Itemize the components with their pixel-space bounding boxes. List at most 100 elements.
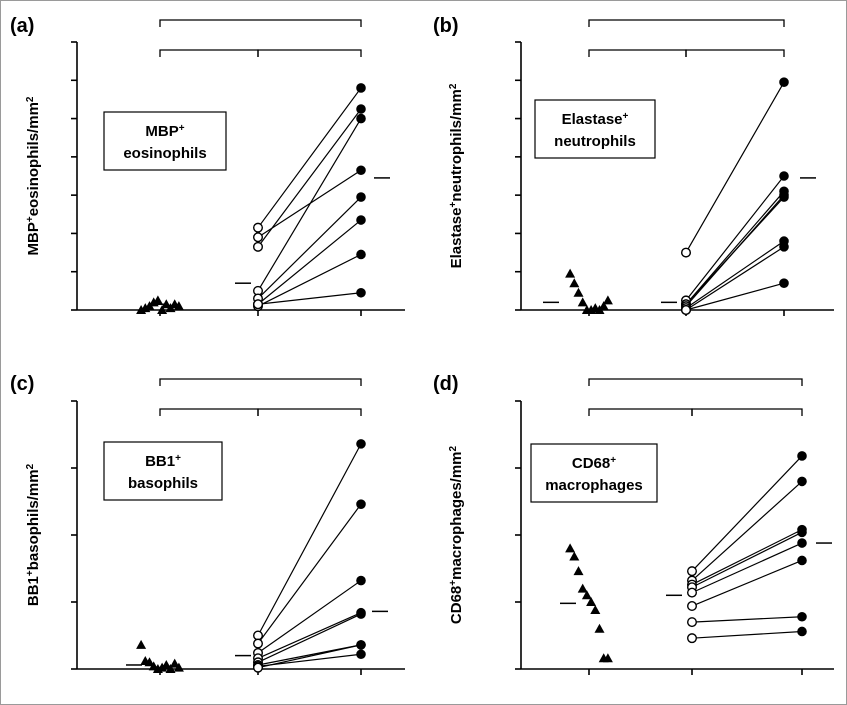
lesional-point bbox=[797, 538, 807, 548]
cell-type-label: eosinophils bbox=[123, 145, 206, 162]
significance-bracket bbox=[588, 19, 785, 27]
lesional-point bbox=[356, 575, 366, 586]
lesional-point bbox=[779, 190, 789, 200]
control-point bbox=[577, 297, 588, 307]
pair-line bbox=[685, 282, 785, 311]
cell-type-text: Elastase bbox=[562, 111, 623, 128]
significance-bracket bbox=[159, 49, 259, 57]
pair-line bbox=[685, 190, 785, 305]
pair-line bbox=[691, 455, 803, 572]
cell-type-box bbox=[534, 99, 656, 159]
panel-label: (b) bbox=[433, 15, 459, 37]
pair-line bbox=[685, 81, 785, 253]
lesional-point bbox=[356, 215, 366, 225]
control-point bbox=[144, 657, 155, 667]
y-axis-label-part: eosinophils/mm bbox=[25, 102, 42, 216]
cell-type-label: neutrophils bbox=[554, 133, 636, 150]
significance-bracket bbox=[588, 408, 693, 416]
nonlesional-point bbox=[252, 630, 263, 641]
lesional-point bbox=[356, 499, 366, 509]
significance-bracket bbox=[159, 19, 362, 27]
y-axis-label-part: basophils/mm bbox=[25, 469, 42, 570]
control-point bbox=[157, 305, 168, 314]
significance-bracket bbox=[588, 378, 803, 386]
significance-bracket bbox=[159, 408, 259, 416]
y-axis-label-part: 2 bbox=[448, 83, 459, 89]
lesional-point bbox=[797, 626, 807, 637]
cell-type-text: basophils bbox=[128, 475, 198, 492]
cell-type-text: macrophages bbox=[545, 477, 643, 494]
y-axis-label-part: CD68 bbox=[448, 586, 465, 624]
cell-type-label: BB1+ bbox=[145, 453, 181, 471]
lesional-point bbox=[356, 249, 366, 260]
lesional-point bbox=[779, 77, 789, 87]
pair-line bbox=[257, 253, 362, 307]
control-point bbox=[569, 278, 580, 288]
control-point bbox=[173, 301, 184, 311]
control-point bbox=[169, 658, 180, 668]
y-axis-label: Elastase+neutrophils/mm2 bbox=[448, 83, 466, 268]
y-axis-label-part: Elastase bbox=[448, 208, 465, 269]
nonlesional-point bbox=[252, 241, 263, 252]
pair-line bbox=[691, 616, 803, 623]
control-point bbox=[590, 605, 601, 615]
control-point bbox=[598, 301, 609, 311]
nonlesional-point bbox=[681, 247, 692, 258]
lesional-point bbox=[779, 278, 789, 289]
pair-line bbox=[257, 644, 362, 669]
control-point bbox=[573, 566, 584, 576]
panel-label: (d) bbox=[433, 373, 459, 395]
cell-type-text: CD68 bbox=[572, 455, 610, 472]
panel-d: (d) CD68+macrophages/mm2 CD68+ macrophages bbox=[423, 352, 847, 704]
lesional-point bbox=[797, 527, 807, 538]
cell-type-sup: + bbox=[175, 453, 181, 464]
lesional-point bbox=[797, 555, 807, 566]
pair-line bbox=[685, 194, 785, 307]
pair-line bbox=[257, 580, 362, 654]
cell-type-sup: + bbox=[623, 111, 629, 122]
lesional-point bbox=[356, 113, 366, 124]
cell-type-label: MBP+ bbox=[145, 123, 184, 141]
control-point bbox=[602, 653, 613, 663]
y-axis-label-part: 2 bbox=[25, 463, 36, 469]
pair-line bbox=[257, 87, 362, 229]
cell-type-text: MBP bbox=[145, 123, 178, 140]
lesional-point bbox=[356, 104, 366, 114]
y-axis-label-part: + bbox=[25, 216, 36, 222]
pair-line bbox=[685, 240, 785, 309]
nonlesional-point bbox=[252, 299, 263, 310]
nonlesional-point bbox=[252, 638, 263, 649]
pair-line bbox=[257, 118, 362, 292]
cell-type-label: Elastase+ bbox=[562, 111, 629, 129]
y-axis-label-part: macrophages/mm bbox=[448, 451, 465, 579]
panel-a: (a) MBP+eosinophils/mm2 MBP+ eosinophils bbox=[0, 0, 423, 352]
y-axis-label-part: MBP bbox=[25, 222, 42, 255]
control-point bbox=[152, 295, 163, 305]
chart-c: (c) BB1+basophils/mm2 BB1+ basophils bbox=[10, 373, 405, 675]
panel-b: (b) Elastase+neutrophils/mm2 Elastase+ neu… bbox=[423, 0, 847, 352]
cell-type-label: basophils bbox=[128, 475, 198, 492]
significance-bracket bbox=[691, 408, 803, 416]
control-point bbox=[565, 543, 576, 553]
lesional-point bbox=[797, 476, 807, 487]
pair-line bbox=[691, 529, 803, 586]
control-point bbox=[173, 662, 184, 672]
control-point bbox=[161, 659, 172, 669]
y-axis-label-part: 2 bbox=[25, 96, 36, 102]
y-axis-label: BB1+basophils/mm2 bbox=[25, 463, 43, 606]
panel-label: (c) bbox=[10, 373, 34, 395]
control-point bbox=[157, 662, 168, 672]
pair-line bbox=[257, 219, 362, 305]
cell-type-sup: + bbox=[610, 455, 616, 466]
control-point bbox=[136, 639, 147, 649]
control-point bbox=[569, 551, 580, 561]
lesional-point bbox=[779, 242, 789, 252]
lesional-point bbox=[356, 83, 366, 93]
cell-type-label: macrophages bbox=[545, 477, 643, 494]
significance-bracket bbox=[588, 49, 687, 57]
nonlesional-point bbox=[687, 601, 698, 612]
pair-line bbox=[257, 612, 362, 659]
pair-line bbox=[685, 175, 785, 301]
